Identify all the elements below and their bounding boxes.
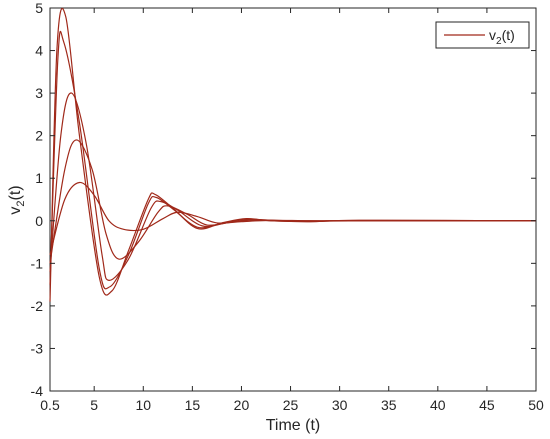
legend-label: v2(t) — [489, 27, 515, 47]
x-tick-label: 35 — [381, 397, 397, 413]
y-axis-label: v2(t) — [7, 185, 27, 214]
x-tick-label: 50 — [528, 397, 544, 413]
y-tick-label: -2 — [31, 298, 44, 314]
x-tick-label: 20 — [234, 397, 250, 413]
series-line-5 — [49, 181, 536, 255]
series-group — [49, 7, 537, 302]
y-axis-label-sub: 2 — [15, 200, 27, 206]
y-tick-label: -3 — [31, 340, 44, 356]
x-tick-label: 30 — [332, 397, 348, 413]
x-tick-label: 5 — [90, 397, 98, 413]
y-tick-label: 4 — [35, 43, 43, 59]
plot-area — [49, 7, 537, 392]
y-tick-label: 2 — [35, 128, 43, 144]
x-tick-label: 0.5 — [40, 397, 60, 413]
y-tick-label: 0 — [35, 213, 43, 229]
x-tick-label: 40 — [430, 397, 446, 413]
y-axis-label-main: v — [7, 207, 24, 215]
legend-label-main: v — [489, 27, 496, 43]
y-axis-label-tail: (t) — [7, 185, 24, 200]
x-axis-label: Time (t) — [266, 417, 321, 434]
y-tick-label: -1 — [31, 255, 44, 271]
y-tick-label: 3 — [35, 85, 43, 101]
legend: v2(t) — [435, 21, 530, 49]
y-tick-label: -4 — [31, 383, 44, 399]
legend-label-sub: 2 — [496, 36, 502, 47]
x-tick-label: 10 — [135, 397, 151, 413]
y-tick-label: 5 — [35, 0, 43, 16]
x-tick-label: 45 — [479, 397, 495, 413]
legend-label-tail: (t) — [502, 27, 515, 43]
x-tick-label: 25 — [283, 397, 299, 413]
y-tick-label: 1 — [35, 170, 43, 186]
x-tick-label: 15 — [185, 397, 201, 413]
